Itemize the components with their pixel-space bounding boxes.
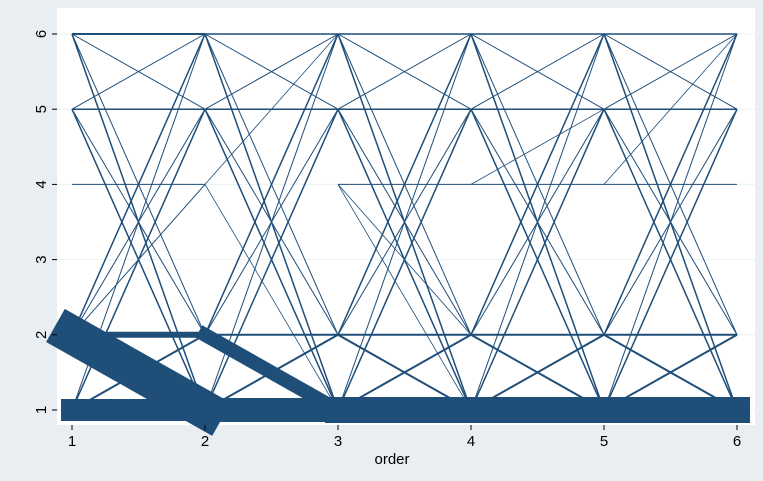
x-tick-label: 1	[68, 433, 76, 450]
transition-line	[337, 33, 472, 336]
y-tick-label: 6	[33, 30, 50, 38]
transition-line	[603, 33, 738, 336]
x-tick-label: 4	[467, 433, 475, 450]
transition-line	[337, 184, 472, 411]
transition-line	[204, 108, 339, 411]
y-tick-label: 2	[33, 331, 50, 339]
x-axis-title: order	[374, 451, 409, 468]
y-axis: 1 2 3 4 5 6	[33, 30, 57, 414]
transition-line	[603, 108, 738, 411]
y-tick-label: 1	[33, 406, 50, 414]
y-tick-label: 3	[33, 255, 50, 263]
transition-line	[204, 184, 339, 411]
x-tick-label: 5	[600, 433, 608, 450]
transition-line	[204, 33, 339, 336]
transition-lines	[46, 33, 750, 436]
x-tick-label: 3	[334, 433, 342, 450]
transition-line	[470, 108, 605, 185]
x-tick-label: 6	[733, 433, 741, 450]
transition-line	[470, 33, 605, 336]
y-tick-label: 4	[33, 180, 50, 188]
transition-line	[46, 308, 231, 436]
x-axis: 1 2 3 4 5 6	[68, 425, 741, 450]
x-tick-label: 2	[201, 433, 209, 450]
transition-line	[337, 108, 472, 411]
transition-line	[470, 108, 605, 411]
transition-line	[195, 325, 348, 420]
transition-line	[71, 33, 206, 336]
y-tick-label: 5	[33, 105, 50, 113]
